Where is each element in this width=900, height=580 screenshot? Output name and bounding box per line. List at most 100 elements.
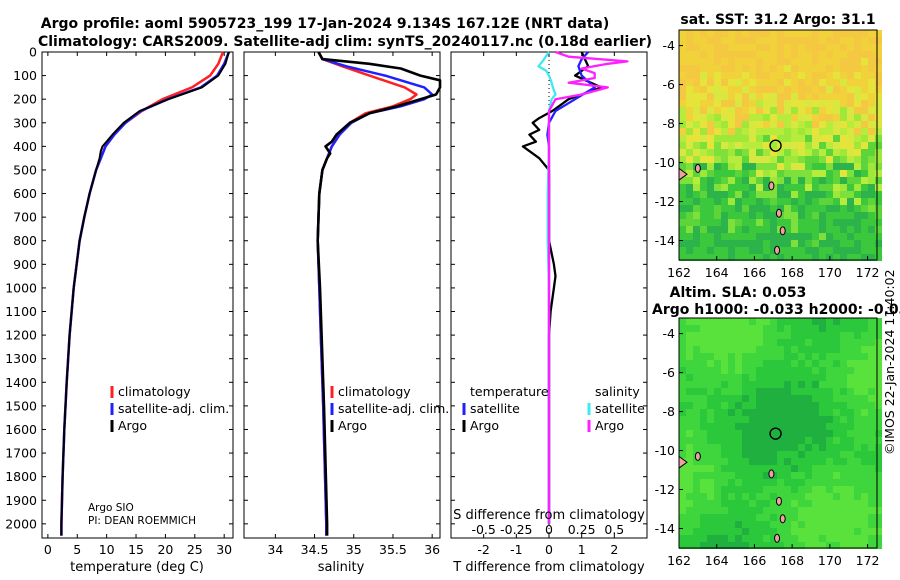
heatmap-cell (700, 486, 707, 493)
heatmap-cell (693, 514, 700, 521)
heatmap-cell (707, 423, 714, 430)
heatmap-cell (749, 177, 756, 184)
heatmap-cell (791, 191, 798, 198)
heatmap-cell (840, 198, 847, 205)
heatmap-cell (777, 254, 784, 261)
heatmap-cell (840, 528, 847, 535)
heatmap-cell (721, 226, 728, 233)
heatmap-cell (735, 535, 742, 542)
heatmap-cell (854, 409, 861, 416)
heatmap-cell (868, 135, 875, 142)
heatmap-cell (861, 37, 868, 44)
x-tick-label: 162 (667, 265, 691, 280)
heatmap-cell (693, 44, 700, 51)
heatmap-cell (868, 156, 875, 163)
heatmap-cell (798, 486, 805, 493)
heatmap-cell (819, 170, 826, 177)
heatmap-cell (735, 514, 742, 521)
y-tick-label: -4 (663, 326, 676, 341)
heatmap-cell (749, 93, 756, 100)
heatmap-cell (763, 430, 770, 437)
heatmap-cell (861, 486, 868, 493)
heatmap-cell (847, 395, 854, 402)
heatmap-cell (847, 542, 854, 549)
heatmap-cell (686, 254, 693, 261)
heatmap-cell (735, 360, 742, 367)
heatmap-cell (791, 395, 798, 402)
heatmap-cell (875, 37, 882, 44)
heatmap-cell (868, 219, 875, 226)
heatmap-cell (826, 149, 833, 156)
heatmap-cell (833, 135, 840, 142)
heatmap-cell (826, 170, 833, 177)
heatmap-cell (714, 402, 721, 409)
heatmap-cell (686, 395, 693, 402)
heatmap-cell (868, 93, 875, 100)
heatmap-cell (784, 51, 791, 58)
heatmap-cell (819, 114, 826, 121)
heatmap-cell (791, 226, 798, 233)
heatmap-cell (749, 528, 756, 535)
heatmap-cell (714, 416, 721, 423)
heatmap-cell (805, 72, 812, 79)
heatmap-cell (861, 360, 868, 367)
heatmap-cell (791, 65, 798, 72)
heatmap-cell (861, 170, 868, 177)
heatmap-cell (812, 233, 819, 240)
heatmap-cell (714, 51, 721, 58)
heatmap-cell (854, 325, 861, 332)
heatmap-cell (735, 500, 742, 507)
heatmap-cell (868, 121, 875, 128)
heatmap-cell (714, 184, 721, 191)
heatmap-cell (700, 79, 707, 86)
heatmap-cell (728, 44, 735, 51)
heatmap-cell (798, 381, 805, 388)
heatmap-cell (805, 135, 812, 142)
heatmap-cell (805, 163, 812, 170)
heatmap-cell (721, 142, 728, 149)
heatmap-cell (742, 86, 749, 93)
heatmap-cell (868, 114, 875, 121)
heatmap-cell (847, 507, 854, 514)
heatmap-cell (735, 318, 742, 325)
heatmap-cell (707, 65, 714, 72)
heatmap-cell (861, 254, 868, 261)
heatmap-cell (777, 30, 784, 37)
heatmap-cell (805, 30, 812, 37)
heatmap-cell (735, 191, 742, 198)
heatmap-cell (819, 360, 826, 367)
heatmap-cell (805, 528, 812, 535)
heatmap-cell (777, 346, 784, 353)
heatmap-cell (875, 205, 882, 212)
heatmap-cell (749, 226, 756, 233)
heatmap-cell (854, 128, 861, 135)
heatmap-cell (749, 318, 756, 325)
heatmap-cell (826, 465, 833, 472)
heatmap-cell (798, 479, 805, 486)
heatmap-cell (686, 514, 693, 521)
y-tick-label: 700 (13, 210, 37, 225)
heatmap-cell (756, 367, 763, 374)
heatmap-cell (833, 93, 840, 100)
heatmap-cell (763, 184, 770, 191)
y-tick-label: 100 (13, 68, 37, 83)
heatmap-cell (679, 226, 686, 233)
heatmap-cell (749, 135, 756, 142)
heatmap-cell (826, 521, 833, 528)
heatmap-cell (735, 381, 742, 388)
heatmap-cell (868, 149, 875, 156)
heatmap-cell (826, 437, 833, 444)
x-tick-label: 34 (267, 542, 283, 557)
heatmap-cell (868, 44, 875, 51)
heatmap-cell (826, 219, 833, 226)
heatmap-cell (707, 500, 714, 507)
heatmap-cell (777, 353, 784, 360)
heatmap-cell (679, 128, 686, 135)
heatmap-cell (861, 142, 868, 149)
heatmap-cell (875, 198, 882, 205)
heatmap-cell (742, 247, 749, 254)
heatmap-cell (714, 332, 721, 339)
heatmap-cell (819, 163, 826, 170)
heatmap-cell (847, 58, 854, 65)
heatmap-cell (749, 247, 756, 254)
